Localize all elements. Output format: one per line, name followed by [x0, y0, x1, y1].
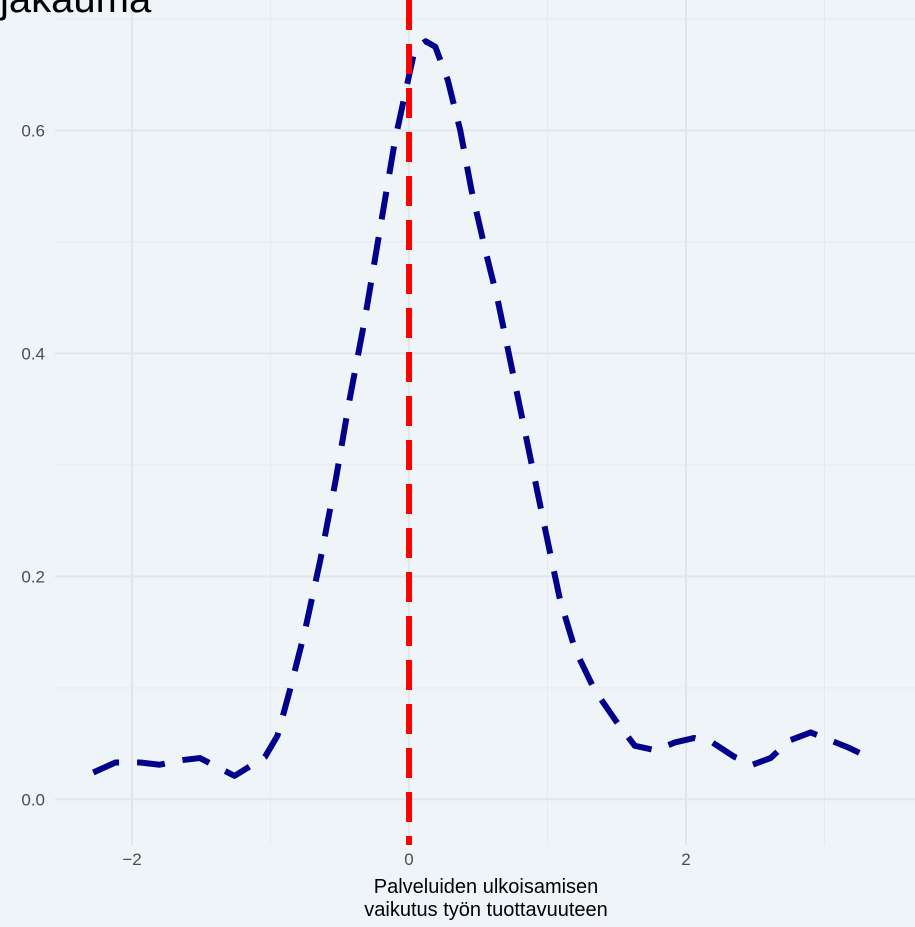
y-tick-label: 0.2 [21, 567, 45, 586]
plot [91, 0, 872, 845]
chart-title: jakauma [0, 0, 152, 21]
y-tick-label: 0.0 [21, 790, 45, 809]
x-tick-label: 2 [681, 850, 690, 869]
y-tick-label: 0.6 [21, 121, 45, 140]
y-tick-label: 0.4 [21, 344, 45, 363]
density-line [91, 38, 872, 779]
x-tick-label: −2 [122, 850, 141, 869]
grid [55, 0, 915, 845]
x-tick-label: 0 [404, 850, 413, 869]
x-axis-label: Palveluiden ulkoisamisen vaikutus työn tu… [364, 876, 608, 921]
